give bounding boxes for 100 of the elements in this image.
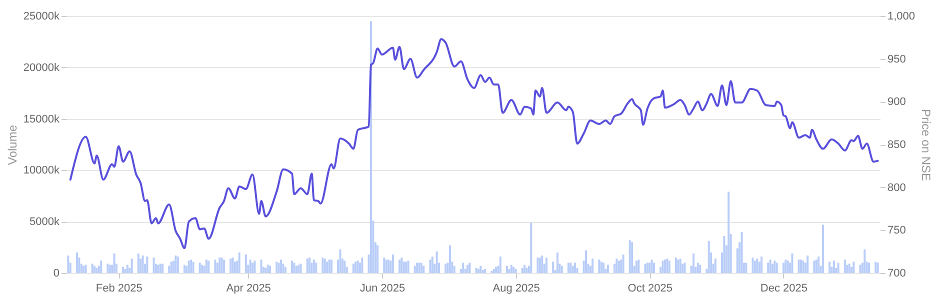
bar xyxy=(692,253,695,273)
bar xyxy=(868,262,870,273)
bar xyxy=(874,262,877,273)
bar xyxy=(776,262,778,273)
bar xyxy=(462,262,464,273)
bar xyxy=(222,260,225,273)
y2-tick-label: 700 xyxy=(888,268,906,280)
bar xyxy=(791,253,794,273)
line-series xyxy=(69,38,879,250)
bar xyxy=(282,264,284,273)
bar xyxy=(492,268,495,273)
bar xyxy=(674,258,677,273)
bar xyxy=(431,256,434,273)
y2-tick-label: 1,000 xyxy=(888,10,916,22)
bar xyxy=(298,264,300,273)
bar xyxy=(859,264,862,273)
bar xyxy=(444,264,447,273)
y-tick-label: 20000k xyxy=(23,62,60,74)
bar xyxy=(230,258,232,273)
bar xyxy=(740,232,743,273)
bar xyxy=(94,266,96,273)
y-tick-label: 15000k xyxy=(23,113,60,126)
bar xyxy=(308,258,311,273)
bar xyxy=(631,242,634,273)
bar xyxy=(466,264,469,273)
bar xyxy=(606,264,609,273)
bar xyxy=(541,256,544,273)
bar xyxy=(480,266,482,273)
y-tick-label: 0 xyxy=(53,268,60,280)
bar xyxy=(723,236,726,273)
bar xyxy=(436,251,438,273)
bar xyxy=(146,256,148,273)
bar xyxy=(205,260,208,273)
bar xyxy=(668,260,670,273)
bar xyxy=(767,262,770,273)
bar xyxy=(560,266,563,273)
bar xyxy=(844,260,846,273)
bar xyxy=(468,262,471,273)
bar xyxy=(453,266,456,273)
bar xyxy=(249,260,252,273)
bar xyxy=(168,266,170,273)
bar xyxy=(828,262,831,273)
bar xyxy=(530,222,532,273)
bar xyxy=(300,264,302,273)
bar xyxy=(67,256,70,273)
bar xyxy=(696,262,699,273)
bar xyxy=(407,260,410,273)
bar xyxy=(91,264,94,273)
y2-tick-label: 750 xyxy=(888,224,906,237)
bar xyxy=(142,256,144,273)
bar xyxy=(183,264,186,273)
bar xyxy=(238,252,240,273)
bar xyxy=(192,262,194,273)
bar xyxy=(699,264,702,273)
x-tick-label: Jun 2025 xyxy=(360,282,406,294)
bar xyxy=(526,268,528,273)
bar xyxy=(822,224,824,273)
bar xyxy=(106,264,109,273)
bar xyxy=(264,268,267,273)
bar xyxy=(448,245,451,273)
bar xyxy=(477,268,480,273)
bar xyxy=(122,266,124,273)
bar xyxy=(398,260,400,273)
bar xyxy=(837,262,840,273)
bar xyxy=(499,256,502,273)
bar xyxy=(190,260,192,273)
bar xyxy=(330,260,332,273)
bar xyxy=(388,260,390,273)
bar xyxy=(208,260,210,273)
bar xyxy=(416,262,418,273)
bar xyxy=(352,264,354,273)
bar xyxy=(800,260,802,273)
bar xyxy=(510,264,512,273)
bar xyxy=(198,262,201,273)
bar xyxy=(848,264,850,273)
y-tick-label: 10000k xyxy=(23,164,60,177)
bar xyxy=(512,266,515,273)
bar xyxy=(214,260,216,273)
bar xyxy=(422,266,425,273)
bar xyxy=(646,262,648,273)
bar xyxy=(714,258,716,273)
x-tick-label: Feb 2025 xyxy=(96,282,142,294)
bar xyxy=(644,264,646,273)
bar xyxy=(482,270,484,273)
bar xyxy=(322,258,324,273)
x-tick-label: Apr 2025 xyxy=(226,282,271,294)
bar xyxy=(754,260,756,273)
bar xyxy=(188,260,190,273)
bar xyxy=(567,262,570,273)
bar xyxy=(162,264,164,273)
bar xyxy=(806,256,809,273)
bar xyxy=(293,262,296,273)
bar xyxy=(852,262,855,273)
y2-tick-label: 900 xyxy=(888,96,906,108)
x-tick-label: Aug 2025 xyxy=(492,282,540,294)
bar xyxy=(269,266,272,273)
bar xyxy=(361,258,364,273)
bar xyxy=(170,262,172,273)
bar xyxy=(414,266,416,273)
bar xyxy=(602,262,605,273)
